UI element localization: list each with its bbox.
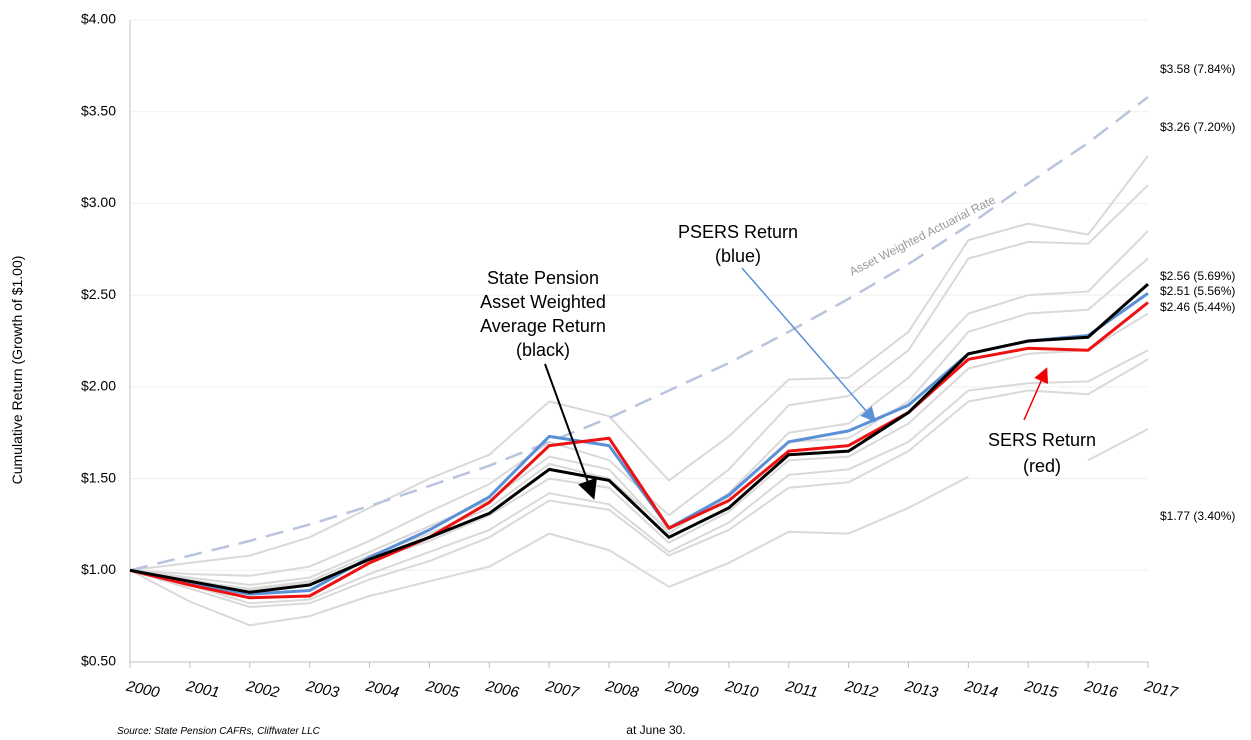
x-tick-label: 2000 bbox=[124, 678, 162, 702]
x-tick-label: 2008 bbox=[603, 678, 641, 702]
end-label: $2.51 (5.56%) bbox=[1160, 284, 1235, 298]
series-line bbox=[129, 155, 1149, 572]
x-tick-label: 2004 bbox=[363, 678, 400, 702]
series-line bbox=[129, 257, 1149, 590]
series-line bbox=[129, 184, 1149, 577]
y-axis-label: Cumulative Return (Growth of $1.00) bbox=[9, 256, 25, 485]
psers-annotation: PSERS Return (blue) bbox=[678, 222, 876, 423]
series-line bbox=[129, 358, 1149, 608]
annotation-line: SERS Return bbox=[988, 430, 1096, 450]
end-label: $1.77 (3.40%) bbox=[1160, 509, 1235, 523]
x-tick-label: 2012 bbox=[842, 678, 880, 702]
y-tick-label: $3.00 bbox=[81, 194, 116, 210]
x-tick-label: 2006 bbox=[483, 678, 521, 702]
end-label: $3.58 (7.84%) bbox=[1160, 62, 1235, 76]
plot-area: $0.50 $1.00 $1.50 $2.00 $2.50 $3.00 $3.50 $4.00… bbox=[81, 11, 1180, 702]
y-tick-label: $1.00 bbox=[81, 561, 116, 577]
x-tick-label: 2009 bbox=[663, 678, 701, 702]
x-tick-label: 2017 bbox=[1142, 678, 1180, 702]
y-tick-label: $2.50 bbox=[81, 286, 116, 302]
annotation-line: (black) bbox=[516, 340, 570, 360]
x-tick-label: 2010 bbox=[723, 678, 761, 702]
series-line bbox=[129, 428, 1149, 627]
y-tick-label: $0.50 bbox=[81, 653, 116, 669]
x-tick-label: 2005 bbox=[423, 678, 461, 702]
x-tick-label: 2007 bbox=[543, 678, 581, 702]
series-line bbox=[129, 349, 1149, 605]
arrow bbox=[544, 363, 597, 500]
series-line bbox=[129, 96, 1149, 572]
source: Source: State Pension CAFRs, Cliffwater … bbox=[117, 726, 321, 737]
actuarial-label: Asset Weighted Actuarial Rate bbox=[847, 193, 998, 279]
annotation-line: (red) bbox=[1023, 456, 1061, 476]
end-label: $3.26 (7.20%) bbox=[1160, 120, 1235, 134]
series-line bbox=[129, 301, 1149, 600]
annotation-line: State Pension bbox=[487, 268, 599, 288]
y-tick-label: $3.50 bbox=[81, 102, 116, 118]
arrow bbox=[1023, 367, 1049, 421]
x-tick-label: 2015 bbox=[1022, 678, 1060, 702]
y-tick-label: $4.00 bbox=[81, 11, 116, 27]
series-line bbox=[129, 230, 1149, 586]
annotation-line: (blue) bbox=[715, 246, 761, 266]
x-tick-label: 2014 bbox=[962, 678, 999, 702]
annotation-line: Average Return bbox=[480, 316, 606, 336]
x-axis-label: at June 30. bbox=[626, 723, 685, 737]
black-annotation: State Pension Asset Weighted Average Ret… bbox=[480, 268, 606, 500]
end-label: $2.56 (5.69%) bbox=[1160, 269, 1235, 283]
annotation-line: Asset Weighted bbox=[480, 292, 606, 312]
x-tick-label: 2016 bbox=[1082, 678, 1120, 702]
x-tick-label: 2013 bbox=[902, 678, 940, 702]
arrow bbox=[741, 267, 876, 423]
x-tick-label: 2002 bbox=[244, 678, 282, 702]
end-label: $2.46 (5.44%) bbox=[1160, 300, 1235, 314]
series-line bbox=[129, 312, 1149, 592]
series-line bbox=[129, 282, 1149, 594]
annotation-line: PSERS Return bbox=[678, 222, 798, 242]
sers-annotation: SERS Return (red) bbox=[988, 367, 1096, 476]
x-tick-label: 2003 bbox=[304, 678, 342, 702]
x-tick-label: 2001 bbox=[184, 678, 221, 702]
x-tick-label: 2011 bbox=[783, 678, 819, 702]
y-tick-label: $1.50 bbox=[81, 469, 116, 485]
y-tick-label: $2.00 bbox=[81, 378, 116, 394]
